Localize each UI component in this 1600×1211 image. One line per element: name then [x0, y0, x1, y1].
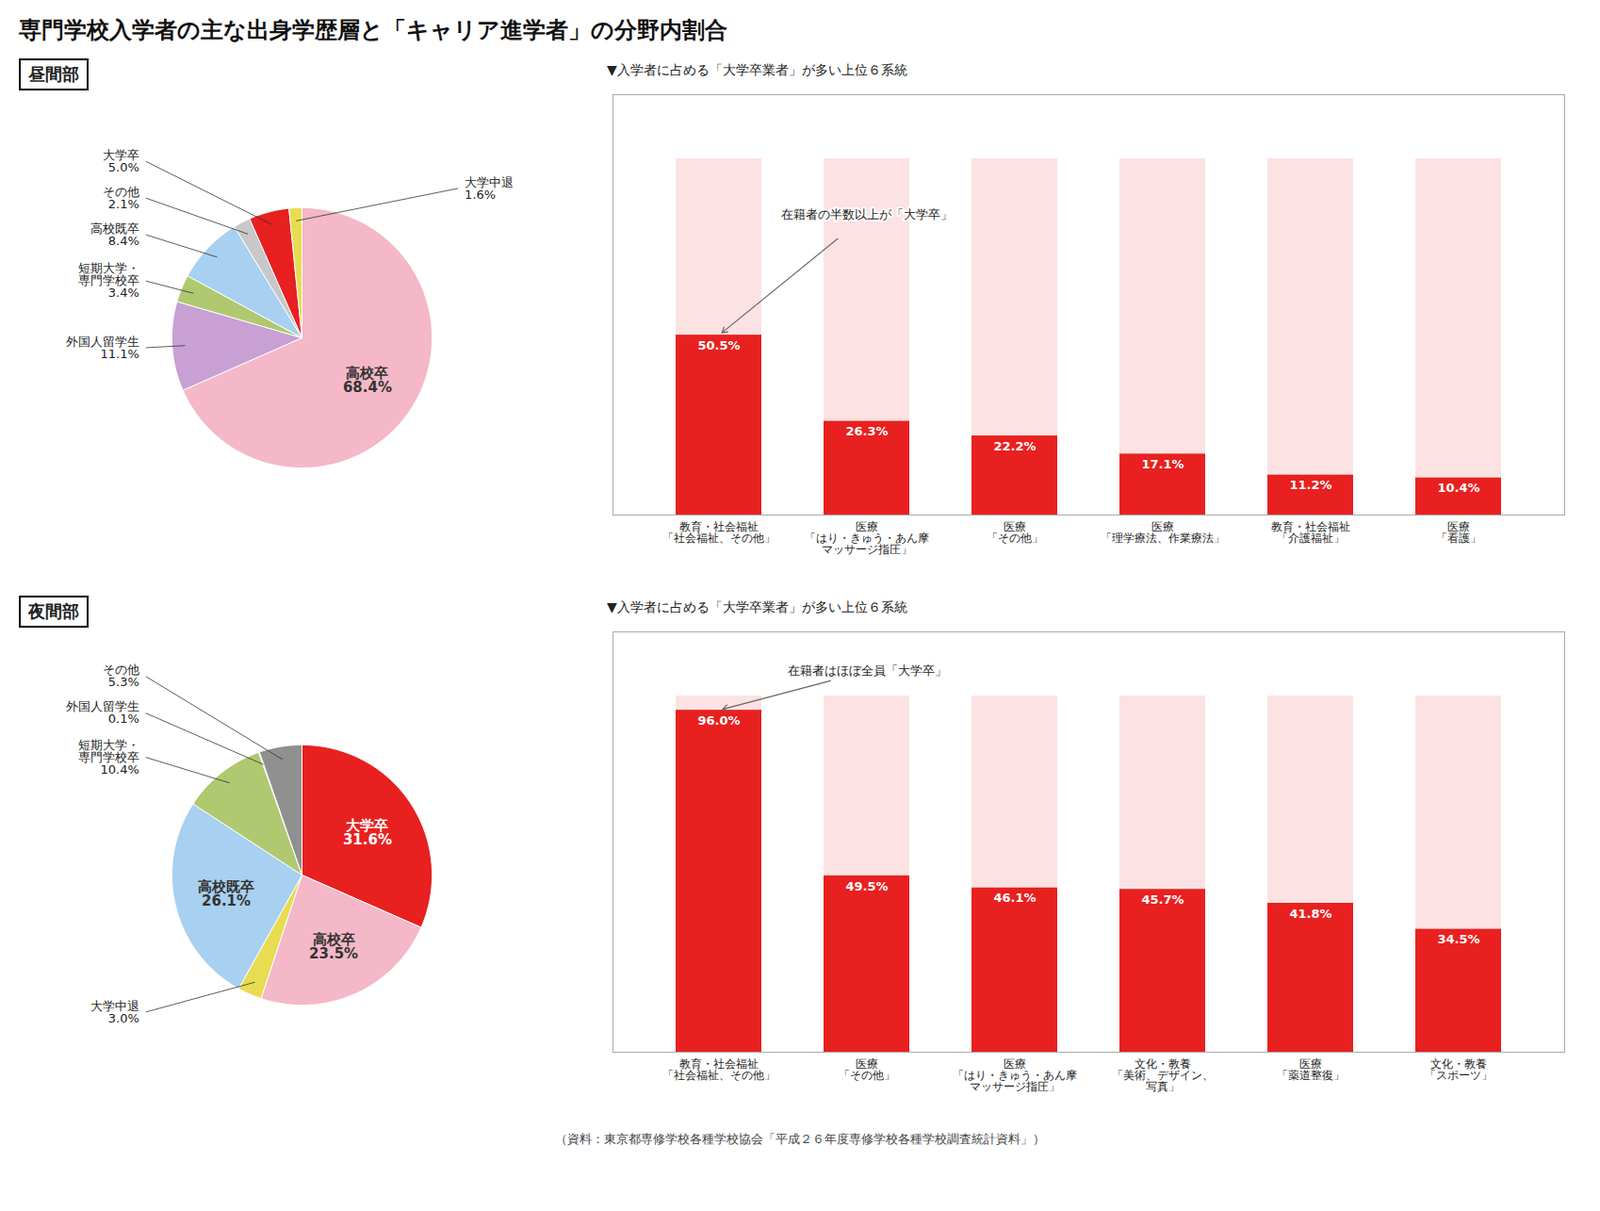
svg-text:22.2%: 22.2% [993, 439, 1036, 454]
svg-text:高校卒68.4%: 高校卒68.4% [342, 364, 392, 396]
svg-text:その他2.1%: その他2.1% [102, 184, 140, 212]
svg-text:大学中退3.0%: 大学中退3.0% [90, 998, 140, 1026]
svg-text:大学卒31.6%: 大学卒31.6% [342, 816, 392, 849]
svg-text:高校既卒26.1%: 高校既卒26.1% [197, 878, 255, 910]
svg-text:大学中退1.6%: 大学中退1.6% [464, 175, 514, 202]
svg-text:短期大学・専門学校卒10.4%: 短期大学・専門学校卒10.4% [78, 737, 140, 777]
svg-text:外国人留学生11.1%: 外国人留学生11.1% [65, 334, 140, 361]
svg-text:49.5%: 49.5% [845, 879, 888, 894]
svg-text:医療「薬道整復」: 医療「薬道整復」 [1276, 1057, 1345, 1082]
svg-text:41.8%: 41.8% [1289, 906, 1332, 921]
svg-text:11.2%: 11.2% [1289, 477, 1332, 492]
svg-text:高校既卒8.4%: 高校既卒8.4% [90, 221, 140, 248]
svg-text:10.4%: 10.4% [1436, 480, 1480, 495]
html-text:夜間部: 夜間部 [28, 601, 80, 621]
html-text:専門学校入学者の主な出身学歴層と「キャリア進学者」の分野内割: 専門学校入学者の主な出身学歴層と「キャリア進学者」の分野内割合 [18, 16, 728, 44]
html-text:▼入学者に占める「大学卒業者」が多い上位６系統: ▼入学者に占める「大学卒業者」が多い上位６系統 [606, 62, 908, 78]
svg-text:教育・社会福祉「社会福祉、その他」: 教育・社会福祉「社会福祉、その他」 [662, 520, 776, 545]
svg-text:医療「看護」: 医療「看護」 [1436, 520, 1482, 545]
html-text:▼入学者に占める「大学卒業者」が多い上位６系統: ▼入学者に占める「大学卒業者」が多い上位６系統 [606, 599, 908, 615]
svg-text:その他5.3%: その他5.3% [102, 662, 140, 689]
svg-text:教育・社会福祉「社会福祉、その他」: 教育・社会福祉「社会福祉、その他」 [662, 1057, 776, 1082]
svg-text:教育・社会福祉「介護福祉」: 教育・社会福祉「介護福祉」 [1271, 520, 1351, 545]
html-text:昼間部: 昼間部 [28, 64, 80, 84]
svg-text:大学卒5.0%: 大学卒5.0% [102, 147, 140, 175]
svg-text:26.3%: 26.3% [845, 424, 888, 439]
svg-text:医療「はり・きゅう・あん摩マッサージ指圧」: 医療「はり・きゅう・あん摩マッサージ指圧」 [952, 1057, 1078, 1094]
svg-text:高校卒23.5%: 高校卒23.5% [309, 930, 359, 963]
svg-text:34.5%: 34.5% [1436, 931, 1480, 947]
svg-text:医療「はり・きゅう・あん摩マッサージ指圧」: 医療「はり・きゅう・あん摩マッサージ指圧」 [804, 520, 930, 556]
svg-text:外国人留学生0.1%: 外国人留学生0.1% [65, 699, 140, 726]
svg-text:96.0%: 96.0% [697, 713, 740, 728]
svg-text:短期大学・専門学校卒3.4%: 短期大学・専門学校卒3.4% [78, 261, 140, 300]
svg-text:在籍者の半数以上が「大学卒」: 在籍者の半数以上が「大学卒」 [781, 207, 953, 222]
svg-text:46.1%: 46.1% [993, 890, 1036, 905]
svg-text:50.5%: 50.5% [697, 338, 740, 353]
svg-text:医療「その他」: 医療「その他」 [986, 520, 1044, 545]
svg-text:在籍者はほぼ全員「大学卒」: 在籍者はほぼ全員「大学卒」 [787, 663, 947, 678]
svg-text:医療「その他」: 医療「その他」 [838, 1057, 896, 1082]
svg-text:文化・教養「美術、デザイン、写真」: 文化・教養「美術、デザイン、写真」 [1111, 1057, 1214, 1094]
svg-text:17.1%: 17.1% [1141, 457, 1184, 472]
svg-text:45.7%: 45.7% [1141, 892, 1184, 907]
svg-text:文化・教養「スポーツ」: 文化・教養「スポーツ」 [1424, 1057, 1493, 1082]
html-text:（資料：東京都専修学校各種学校協会「平成２６年度専修学校各種: （資料：東京都専修学校各種学校協会「平成２６年度専修学校各種学校調査統計資料」） [555, 1131, 1045, 1146]
svg-text:医療「理学療法、作業療法」: 医療「理学療法、作業療法」 [1100, 520, 1225, 545]
